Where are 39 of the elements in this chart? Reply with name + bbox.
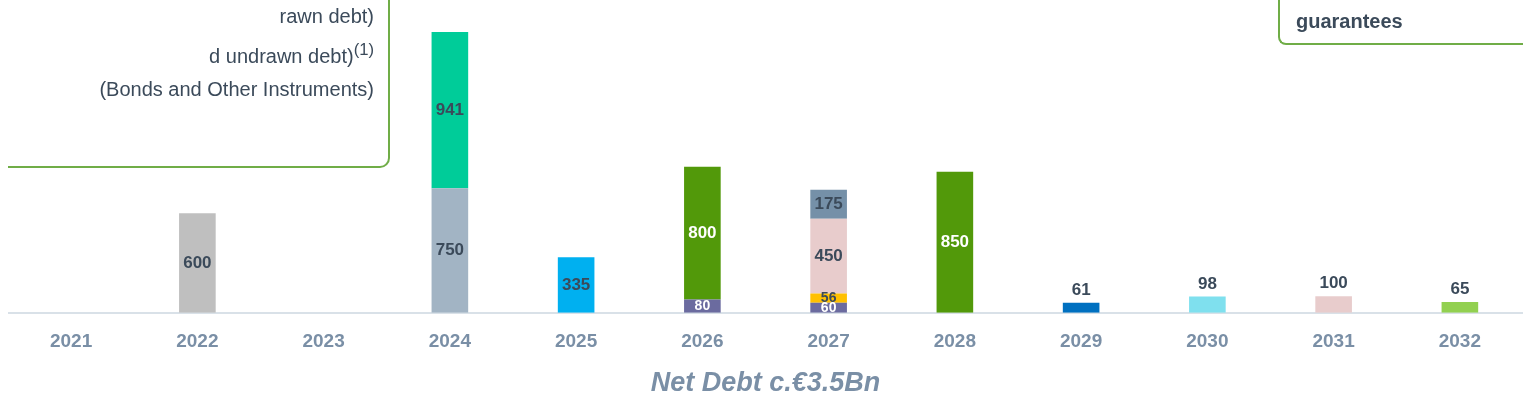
bar — [431, 32, 469, 189]
x-tick-label: 2022 — [176, 330, 219, 352]
bar — [179, 213, 216, 313]
x-tick-label: 2029 — [1059, 330, 1103, 352]
bar — [431, 188, 469, 313]
data-label: 450 — [814, 245, 843, 265]
x-axis-title: Net Debt c.€3.5Bn — [650, 367, 881, 398]
data-label: 61 — [1071, 279, 1091, 299]
x-tick-label: 2026 — [681, 330, 724, 352]
data-label: 100 — [1319, 273, 1348, 293]
x-tick-label: 2025 — [554, 330, 598, 352]
data-label: 941 — [435, 99, 465, 119]
data-label: 335 — [561, 274, 591, 294]
x-tick-label: 2024 — [428, 330, 472, 352]
annotation: (Bonds and Other Instruments) — [98, 76, 374, 102]
bar — [1441, 302, 1479, 313]
data-label: 80 — [694, 297, 711, 314]
legend-box: rawn debt) d undrawn debt)$^{(1)}$ (Bonds and Other Instruments) — [8, 0, 390, 168]
x-tick-label: 2030 — [1186, 330, 1229, 352]
annotation: d undrawn debt)$^{(1)}$ — [208, 39, 374, 69]
bar — [810, 218, 847, 294]
x-tick-label: 2023 — [302, 330, 345, 352]
data-label: 750 — [435, 240, 465, 260]
bar — [936, 171, 974, 313]
data-label: 65 — [1450, 279, 1470, 299]
data-label: 850 — [940, 231, 970, 251]
bar — [684, 166, 721, 300]
x-tick-label: 2032 — [1438, 330, 1482, 352]
data-label: 98 — [1197, 273, 1217, 293]
data-label: 175 — [814, 194, 843, 214]
data-label: 800 — [688, 222, 717, 242]
data-label: 600 — [183, 252, 212, 272]
x-tick-label: 2028 — [933, 330, 977, 352]
note-box: guarantees — [1278, 0, 1523, 45]
x-tick-label: 2027 — [807, 330, 850, 352]
x-tick-label: 2021 — [49, 330, 93, 352]
bar — [1315, 296, 1352, 313]
x-tick-label: 2031 — [1312, 330, 1356, 352]
bar — [1189, 296, 1226, 313]
